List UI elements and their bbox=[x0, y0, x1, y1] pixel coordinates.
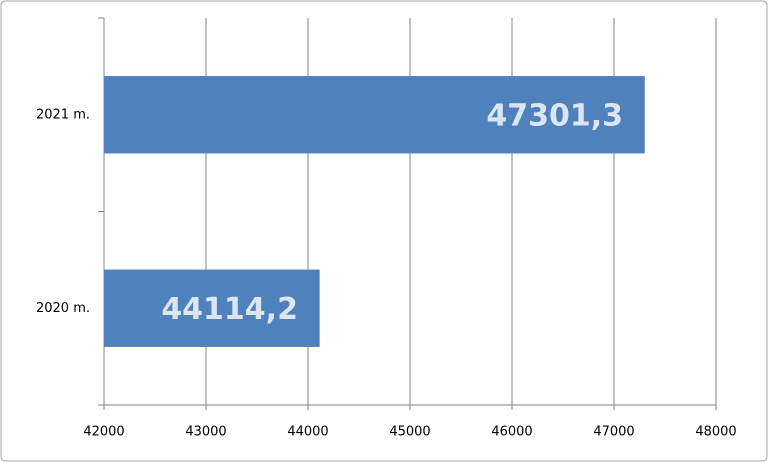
bar bbox=[104, 76, 645, 154]
x-tick-label: 45000 bbox=[389, 425, 430, 440]
x-tick-label: 42000 bbox=[83, 425, 124, 440]
x-tick-label: 44000 bbox=[287, 425, 328, 440]
value-label: 44114,2 bbox=[161, 292, 298, 327]
x-tick-label: 48000 bbox=[695, 425, 736, 440]
x-tick-label: 46000 bbox=[491, 425, 532, 440]
y-tick-label: 2021 m. bbox=[36, 107, 90, 122]
x-tick-label: 43000 bbox=[185, 425, 226, 440]
y-tick-label: 2020 m. bbox=[36, 301, 90, 316]
bar bbox=[104, 269, 320, 347]
x-tick-label: 47000 bbox=[593, 425, 634, 440]
value-label: 47301,3 bbox=[486, 98, 623, 133]
